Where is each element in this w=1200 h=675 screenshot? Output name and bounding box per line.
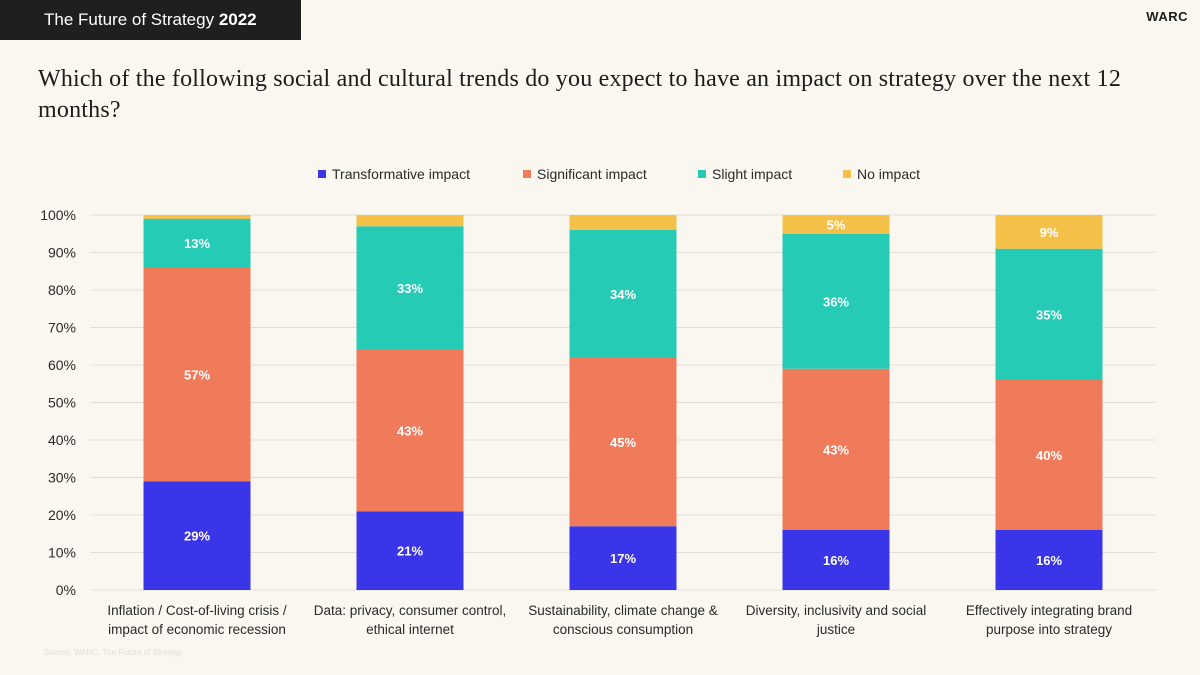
y-tick-label: 100% [40,207,76,223]
data-label: 5% [827,217,846,232]
x-category-label-line: justice [816,622,856,637]
y-tick-label: 50% [48,395,76,411]
bar-segment-significant [782,368,890,530]
bar-segment-transformative [995,530,1103,590]
stacked-bar-chart: 0% 10% 20% 30% 40% 50% 60% 70% 80% 90% 100% 29% 57% 1… [40,207,1155,598]
data-label: 43% [397,424,423,439]
data-label: 17% [610,551,636,566]
data-label: 16% [1036,553,1062,568]
x-category-label-line: impact of economic recession [108,622,286,637]
data-label: 45% [610,435,636,450]
x-category-label: Effectively integrating brand purpose int… [941,601,1157,639]
bar-segment-slight [995,248,1103,380]
data-label: 57% [184,367,210,382]
data-label: 36% [823,294,849,309]
bar-segment-significant [143,267,251,482]
bar-segment-slight [782,233,890,369]
bar-segment-significant [995,380,1103,530]
data-label: 29% [184,529,210,544]
x-category-label-line: conscious consumption [552,622,694,637]
legend-swatch [843,170,851,178]
bar-segment-transformative [782,530,890,590]
bar-segment-slight [143,218,251,268]
report-title-bar: The Future of Strategy 2022 [0,0,301,40]
x-category-label-line: Inflation / Cost-of-living crisis / [107,603,287,618]
bar-segment-significant [569,357,677,527]
legend-label: Slight impact [712,166,793,182]
brand-logo: WARC [1146,9,1188,24]
y-tick-label: 80% [48,282,76,298]
data-label: 13% [184,236,210,251]
legend-item-none: No impact [843,166,920,182]
bar-segment-transformative [569,526,677,590]
x-category-label-line: Diversity, inclusivity and social [745,603,927,618]
bar-segment-slight [356,226,464,350]
legend-label: Transformative impact [332,166,470,182]
data-label: 33% [397,281,423,296]
y-tick-label: 40% [48,432,76,448]
bar-segment-none [356,215,464,227]
legend-label: Significant impact [537,166,647,182]
data-label: 43% [823,442,849,457]
bar-segment-none [569,215,677,230]
x-category-label: Sustainability, climate change & consciou… [515,601,731,639]
data-label: 40% [1036,448,1062,463]
bar-segment-transformative [356,511,464,590]
y-tick-label: 90% [48,245,76,261]
data-label: 21% [397,544,423,559]
bar-segment-slight [569,230,677,358]
y-tick-label: 60% [48,357,76,373]
x-category-label-line: ethical internet [366,622,454,637]
y-tick-label: 0% [56,582,76,598]
x-category-label-line: Effectively integrating brand [965,603,1133,618]
x-category-label: Data: privacy, consumer control, ethical … [302,601,518,639]
legend-label: No impact [857,166,921,182]
bar-segment-none [143,215,251,219]
y-tick-label: 70% [48,320,76,336]
data-label: 34% [610,287,636,302]
legend-item-transformative: Transformative impact [318,166,470,182]
bar-segment-transformative [143,481,251,590]
legend-item-significant: Significant impact [523,166,647,182]
bar-segment-significant [356,350,464,512]
source-note: Source: WARC, The Future of Strategy [44,648,183,657]
data-label: 35% [1036,307,1062,322]
y-tick-label: 30% [48,470,76,486]
legend-swatch [698,170,706,178]
x-category-label-line: purpose into strategy [985,622,1113,637]
x-category-label: Inflation / Cost-of-living crisis / impac… [89,601,305,639]
x-category-label: Diversity, inclusivity and social justice [728,601,944,639]
legend-swatch [523,170,531,178]
data-label: 9% [1040,225,1059,240]
report-year: 2022 [218,10,257,29]
bar-segment-none [782,215,890,234]
chart-legend: Transformative impact Significant impact S… [0,166,1200,186]
legend-item-slight: Slight impact [698,166,792,182]
y-tick-label: 20% [48,507,76,523]
report-title: The Future of Strategy [44,10,219,29]
question-title: Which of the following social and cultur… [38,66,1122,123]
x-category-label-line: Data: privacy, consumer control, [313,603,507,618]
legend-swatch [318,170,326,178]
data-label: 16% [823,553,849,568]
bar-segment-none [995,215,1103,249]
x-category-label-line: Sustainability, climate change & [528,603,718,618]
y-tick-label: 10% [48,545,76,561]
